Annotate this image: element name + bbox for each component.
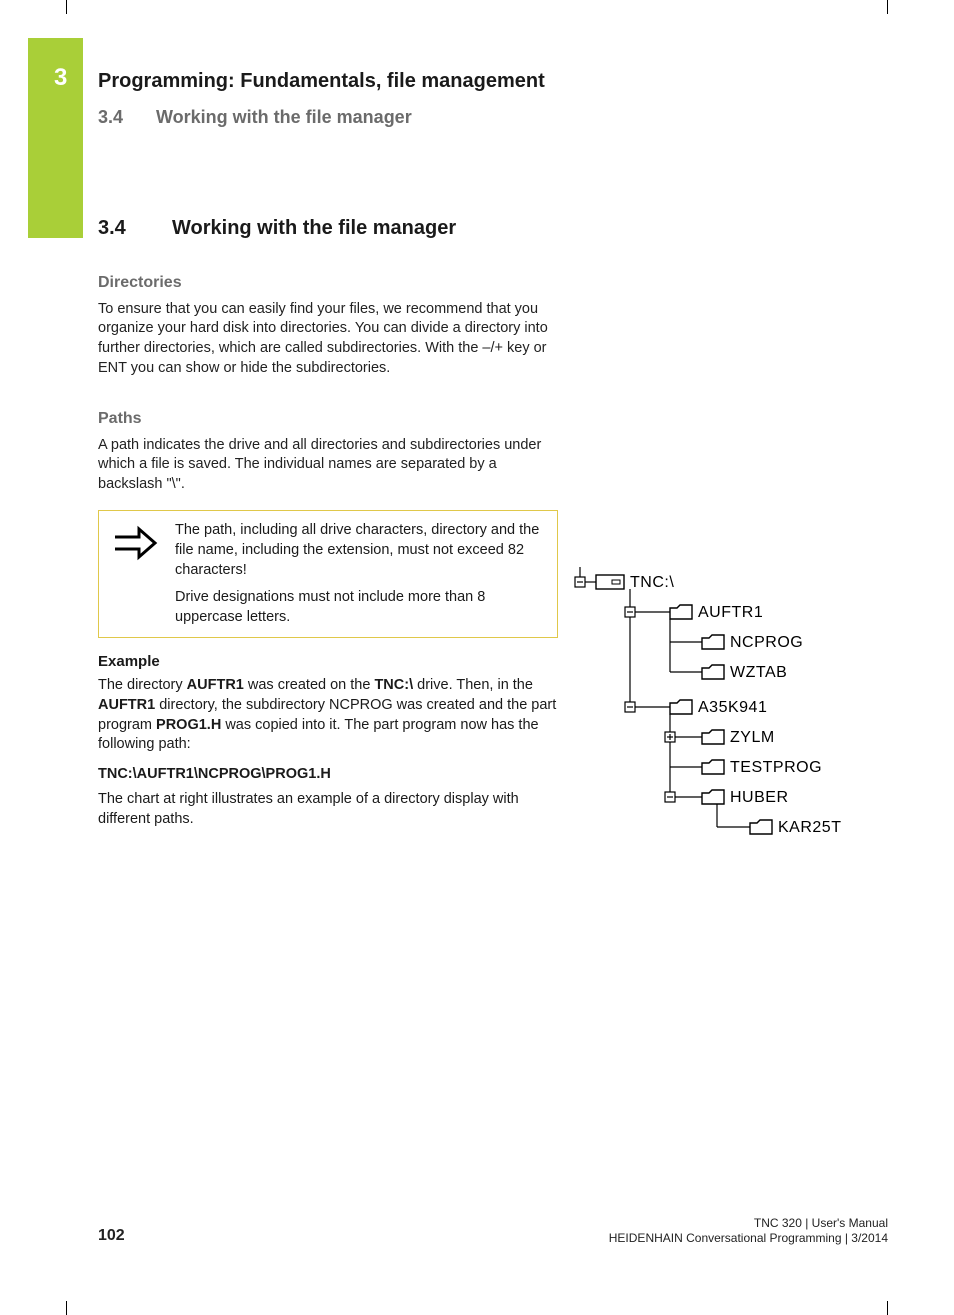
text: drive. Then, in the <box>413 677 533 693</box>
tree-label: ZYLM <box>730 729 775 746</box>
text: The directory <box>98 677 187 693</box>
tree-label: KAR25T <box>778 819 841 836</box>
tree-label: HUBER <box>730 789 789 806</box>
note-box: The path, including all drive characters… <box>98 510 558 638</box>
heading-paths: Paths <box>98 408 888 430</box>
text-bold: AUFTR1 <box>98 697 155 713</box>
chapter-number: 3 <box>54 62 67 94</box>
heading-directories: Directories <box>98 272 888 294</box>
tree-label: NCPROG <box>730 634 803 651</box>
text-bold: PROG1.H <box>156 717 221 733</box>
page-number: 102 <box>98 1225 125 1247</box>
para-example: The directory AUFTR1 was created on the … <box>98 676 558 754</box>
directory-tree-figure: TNC:\ AUFTR1 NCPROG WZTAB A35K941 ZYLM T… <box>572 567 902 847</box>
tree-label: A35K941 <box>698 699 767 716</box>
crop-mark <box>887 1301 888 1315</box>
footer-right: TNC 320 | User's Manual HEIDENHAIN Conve… <box>609 1216 888 1247</box>
note-text: The path, including all drive characters… <box>175 521 545 627</box>
crop-mark <box>66 1301 67 1315</box>
footer-line1: TNC 320 | User's Manual <box>609 1216 888 1232</box>
tree-label-root: TNC:\ <box>630 574 674 591</box>
text-bold: TNC:\ <box>374 677 413 693</box>
page-footer: 102 TNC 320 | User's Manual HEIDENHAIN C… <box>98 1216 888 1247</box>
running-subhead: 3.4Working with the file manager <box>98 105 888 129</box>
arrow-icon <box>111 521 159 627</box>
running-sub-title: Working with the file manager <box>156 107 412 127</box>
footer-line2: HEIDENHAIN Conversational Programming | … <box>609 1231 888 1247</box>
note-p2: Drive designations must not include more… <box>175 588 545 627</box>
running-sub-num: 3.4 <box>98 105 156 129</box>
tree-label: TESTPROG <box>730 759 822 776</box>
section-num: 3.4 <box>98 215 172 242</box>
text: was created on the <box>244 677 375 693</box>
crop-mark <box>887 0 888 14</box>
section-heading: 3.4Working with the file manager <box>98 215 888 242</box>
note-p1: The path, including all drive characters… <box>175 521 545 580</box>
tree-label: AUFTR1 <box>698 604 763 621</box>
section-title: Working with the file manager <box>172 217 456 239</box>
para-paths: A path indicates the drive and all direc… <box>98 436 558 495</box>
para-example-tail: The chart at right illustrates an exampl… <box>98 790 558 829</box>
text-bold: AUFTR1 <box>187 677 244 693</box>
crop-mark <box>66 0 67 14</box>
tree-label: WZTAB <box>730 664 787 681</box>
para-directories: To ensure that you can easily find your … <box>98 300 558 378</box>
running-head: Programming: Fundamentals, file manageme… <box>98 68 888 95</box>
